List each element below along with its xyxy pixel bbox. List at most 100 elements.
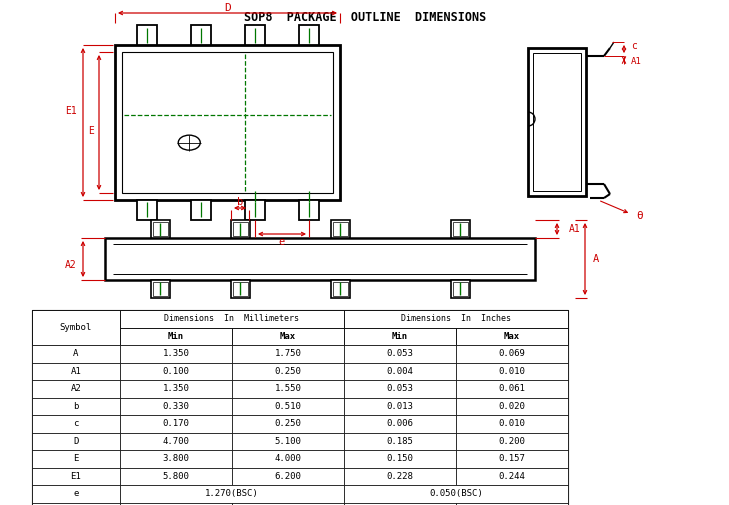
Bar [120, 380, 232, 397]
Bar [151, 220, 170, 238]
Text: 0.200: 0.200 [499, 437, 526, 446]
Text: A1: A1 [71, 367, 82, 376]
Text: 0.010: 0.010 [499, 367, 526, 376]
Text: 0.330: 0.330 [163, 402, 190, 411]
Text: 0.250: 0.250 [275, 419, 301, 428]
Text: 0.061: 0.061 [499, 384, 526, 393]
Bar [344, 415, 456, 432]
Bar [120, 432, 232, 450]
Bar [451, 220, 470, 238]
Text: b: b [237, 197, 243, 207]
Bar [344, 397, 456, 415]
Text: 4.700: 4.700 [163, 437, 190, 446]
Bar [456, 328, 568, 345]
Bar [137, 200, 157, 220]
Bar [105, 238, 535, 280]
Text: 0.013: 0.013 [386, 402, 413, 411]
Ellipse shape [179, 135, 200, 150]
Bar [344, 450, 456, 468]
Text: 1.750: 1.750 [275, 349, 301, 358]
Text: Max: Max [504, 332, 520, 341]
Bar [232, 328, 344, 345]
Text: 6.200: 6.200 [275, 472, 301, 481]
Text: 0.053: 0.053 [386, 349, 413, 358]
Text: e: e [74, 489, 79, 498]
Bar [120, 502, 232, 505]
Text: θ: θ [636, 211, 643, 221]
Bar [191, 25, 211, 45]
Text: Dimensions  In  Millimeters: Dimensions In Millimeters [165, 314, 300, 323]
Bar [32, 415, 120, 432]
Bar [245, 200, 265, 220]
Bar [232, 397, 344, 415]
Bar [333, 282, 348, 296]
Text: A2: A2 [71, 384, 82, 393]
Bar [137, 25, 157, 45]
Text: Min: Min [168, 332, 184, 341]
Bar [456, 468, 568, 485]
Bar [120, 397, 232, 415]
Bar [456, 380, 568, 397]
Bar [232, 432, 344, 450]
Text: 0.244: 0.244 [499, 472, 526, 481]
Text: A1: A1 [631, 58, 642, 67]
Bar [453, 282, 468, 296]
Bar [32, 380, 120, 397]
Text: SOP8  PACKAGE  OUTLINE  DIMENSIONS: SOP8 PACKAGE OUTLINE DIMENSIONS [244, 11, 486, 24]
Text: D: D [74, 437, 79, 446]
Bar [32, 397, 120, 415]
Bar [120, 450, 232, 468]
Bar [32, 502, 120, 505]
Text: A2: A2 [66, 260, 77, 270]
Bar [331, 280, 350, 298]
Text: 5.800: 5.800 [163, 472, 190, 481]
Bar [120, 328, 232, 345]
Text: D: D [224, 3, 231, 13]
Text: 0.010: 0.010 [499, 419, 526, 428]
Text: E1: E1 [71, 472, 82, 481]
Text: 0.004: 0.004 [386, 367, 413, 376]
Text: Dimensions  In  Inches: Dimensions In Inches [401, 314, 511, 323]
Bar [344, 468, 456, 485]
Text: E: E [88, 126, 94, 135]
Bar [231, 280, 250, 298]
Bar [344, 432, 456, 450]
Bar [122, 52, 333, 193]
Text: 0.150: 0.150 [386, 454, 413, 463]
Bar [456, 345, 568, 363]
Bar [245, 25, 265, 45]
Text: 0.170: 0.170 [163, 419, 190, 428]
Bar [344, 328, 456, 345]
Bar [32, 345, 120, 363]
Text: 0.228: 0.228 [386, 472, 413, 481]
Bar [456, 415, 568, 432]
Bar [232, 502, 344, 505]
Bar [456, 397, 568, 415]
Bar [153, 222, 168, 236]
Text: 0.185: 0.185 [386, 437, 413, 446]
Bar [231, 220, 250, 238]
Bar [233, 282, 248, 296]
Text: b: b [74, 402, 79, 411]
Text: 5.100: 5.100 [275, 437, 301, 446]
Text: 0.020: 0.020 [499, 402, 526, 411]
Bar [299, 200, 319, 220]
Bar [528, 48, 586, 196]
Bar [120, 363, 232, 380]
Text: Min: Min [392, 332, 408, 341]
Bar [344, 380, 456, 397]
Bar [333, 222, 348, 236]
Text: 1.350: 1.350 [163, 384, 190, 393]
Text: 0.050(BSC): 0.050(BSC) [429, 489, 483, 498]
Text: E1: E1 [66, 106, 77, 116]
Bar [533, 53, 581, 191]
Bar [232, 380, 344, 397]
Bar [453, 222, 468, 236]
Text: E: E [74, 454, 79, 463]
Bar [32, 310, 568, 505]
Bar [232, 363, 344, 380]
Bar [456, 502, 568, 505]
Bar [32, 363, 120, 380]
Bar [232, 468, 344, 485]
Text: 0.069: 0.069 [499, 349, 526, 358]
